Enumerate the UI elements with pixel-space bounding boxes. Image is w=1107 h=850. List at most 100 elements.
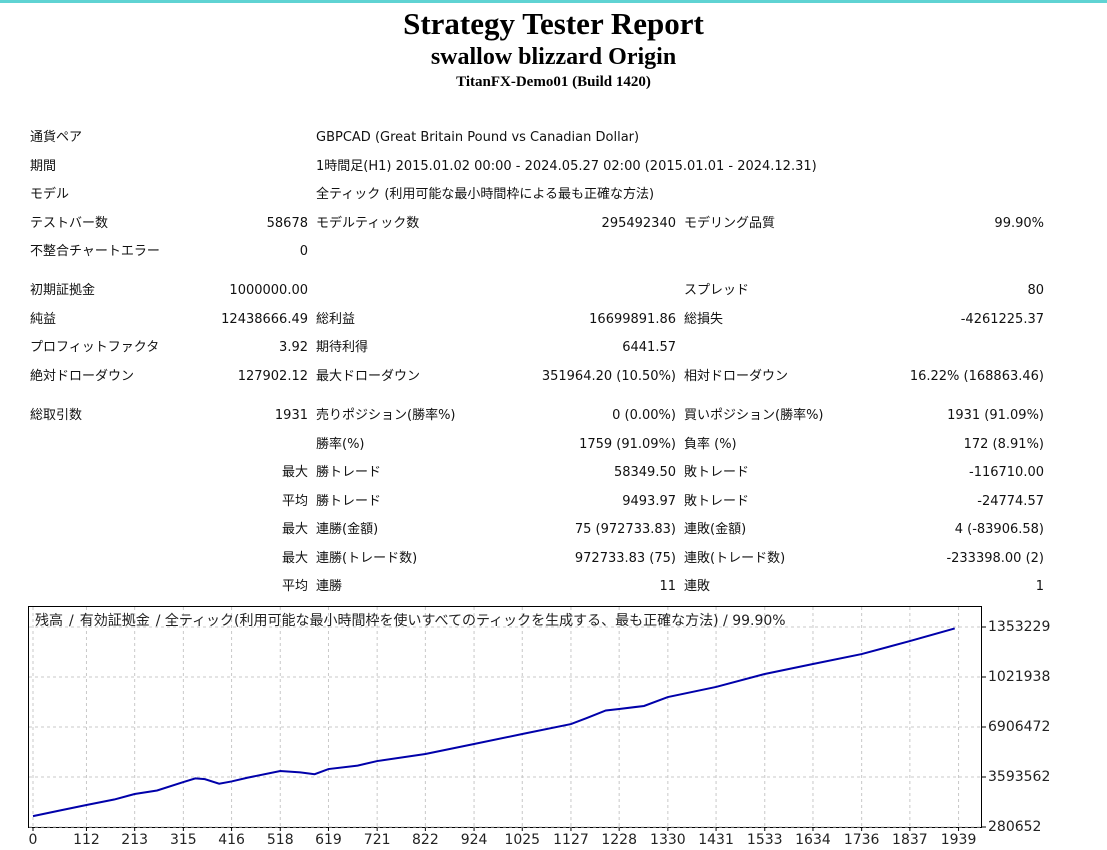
field-label: 最大ドローダウン [316,368,421,384]
field-value: 1931 [274,408,308,423]
field-label: 連勝(金額) [316,522,379,537]
x-tick-label: 213 [121,832,148,848]
field-label: 絶対ドローダウン [30,368,135,384]
x-tick-label: 1025 [504,832,540,848]
title: Strategy Tester Report [403,6,704,41]
field-value: 80 [1027,283,1044,298]
y-tick-label: 3593562 [988,769,1050,785]
field-value: 4 (-83906.58) [954,522,1044,537]
field-label: 連勝 [316,579,343,594]
legend-item: 有効証拠金 [80,613,150,629]
top-bar [0,0,1107,3]
x-tick-label: 1939 [941,832,977,848]
field-label: 総利益 [316,311,356,327]
field-value: 58678 [266,215,308,231]
x-tick-label: 1634 [795,832,831,848]
field-value: 6441.57 [622,340,676,355]
field-value: 12438666.49 [221,311,308,327]
x-tick-label: 315 [170,832,197,848]
field-label: 総損失 [684,311,724,327]
field-label: 期待利得 [316,340,369,355]
field-value: 最大 [281,465,308,480]
x-tick-label: 1533 [747,832,783,848]
x-tick-label: 619 [315,832,342,848]
field-value: 11 [659,579,676,594]
y-tick-label: 1021938 [988,669,1050,685]
field-label: 純益 [30,311,57,327]
field-value: -116710.00 [969,465,1044,480]
field-value: 351964.20 (10.50%) [541,368,676,384]
field-label: 総取引数 [30,408,83,423]
x-tick-label: 721 [364,832,391,848]
field-value: 972733.83 (75) [574,550,676,566]
legend-item: 残高 [35,612,63,629]
x-tick-label: 1330 [650,832,686,848]
y-tick-label: 1353229 [988,619,1050,635]
field-value: -233398.00 (2) [946,550,1044,566]
field-value: 3.92 [279,340,308,355]
field-label: 敗トレード [684,493,750,509]
field-value: 99.90% [994,215,1044,231]
field-label: プロフィットファクタ [30,340,160,355]
field-value: 1759 (91.09%) [579,436,676,452]
x-tick-label: 1736 [844,832,880,848]
field-value: GBPCAD (Great Britain Pound vs Canadian … [316,130,640,145]
field-label: 初期証拠金 [30,283,96,298]
field-value: 最大 [281,522,308,537]
field-value: 0 (0.00%) [612,408,676,423]
field-label: モデル [30,187,70,202]
legend-item: / 全ティック(利用可能な最小時間枠を使いすべてのティックを生成する、最も正確な… [156,612,786,629]
field-label: テストバー数 [30,215,109,231]
field-value: 1931 (91.09%) [947,408,1044,423]
server: TitanFX-Demo01 (Build 1420) [456,74,651,90]
field-value: 平均 [281,579,308,594]
balance-line [32,627,956,818]
x-tick-label: 924 [461,832,488,848]
y-tick-label: 280652 [988,819,1041,835]
field-value: 平均 [281,493,308,509]
legend-item: / [69,613,74,629]
y-tick-label: 6906472 [988,719,1050,735]
chart: 0 112 213 315 416 518 619 721 822 924 1025 1127 1228… [28,606,1050,848]
x-tick-label: 1837 [892,832,928,848]
field-label: 連敗(トレード数) [684,550,786,566]
x-tick-label: 1127 [553,832,589,848]
x-tick-label: 0 [29,832,38,848]
field-label: 勝トレード [316,465,382,480]
field-value: 0 [299,244,308,259]
field-label: 買いポジション(勝率%) [684,408,824,423]
x-tick-label: 518 [267,832,294,848]
field-label: 売りポジション(勝率%) [316,408,456,423]
field-value: 172 (8.91%) [963,436,1044,452]
field-value: 16699891.86 [589,311,676,327]
field-label: 不整合チャートエラー [30,244,160,259]
x-tick-label: 1228 [601,832,637,848]
subtitle: swallow blizzard Origin [430,44,677,70]
field-value: -4261225.37 [960,311,1044,327]
x-tick-label: 1431 [698,832,734,848]
x-tick-label: 112 [73,832,100,848]
field-label: 連敗(金額) [684,522,747,537]
field-label: 通貨ペア [30,130,83,145]
field-label: 勝トレード [316,493,382,509]
field-label: 期間 [30,158,57,174]
x-tick-label: 416 [218,832,245,848]
field-value: 1000000.00 [229,283,308,298]
field-label: スプレッド [684,283,750,298]
field-value: 9493.97 [622,493,676,509]
field-value: 1 [1035,579,1044,594]
field-value: 全ティック (利用可能な最小時間枠による最も正確な方法) [316,187,655,202]
x-tick-label: 822 [412,832,439,848]
field-value: -24774.57 [977,493,1044,509]
field-value: 295492340 [601,215,676,231]
field-label: モデルティック数 [316,215,420,231]
field-label: モデリング品質 [684,215,776,231]
plot-frame [28,606,982,828]
field-value: 58349.50 [613,465,676,480]
field-value: 最大 [281,550,308,566]
field-label: 負率 (%) [684,436,737,452]
field-label: 敗トレード [684,465,750,480]
field-label: 連敗 [684,579,711,594]
field-value: 16.22% (168863.46) [909,368,1044,384]
